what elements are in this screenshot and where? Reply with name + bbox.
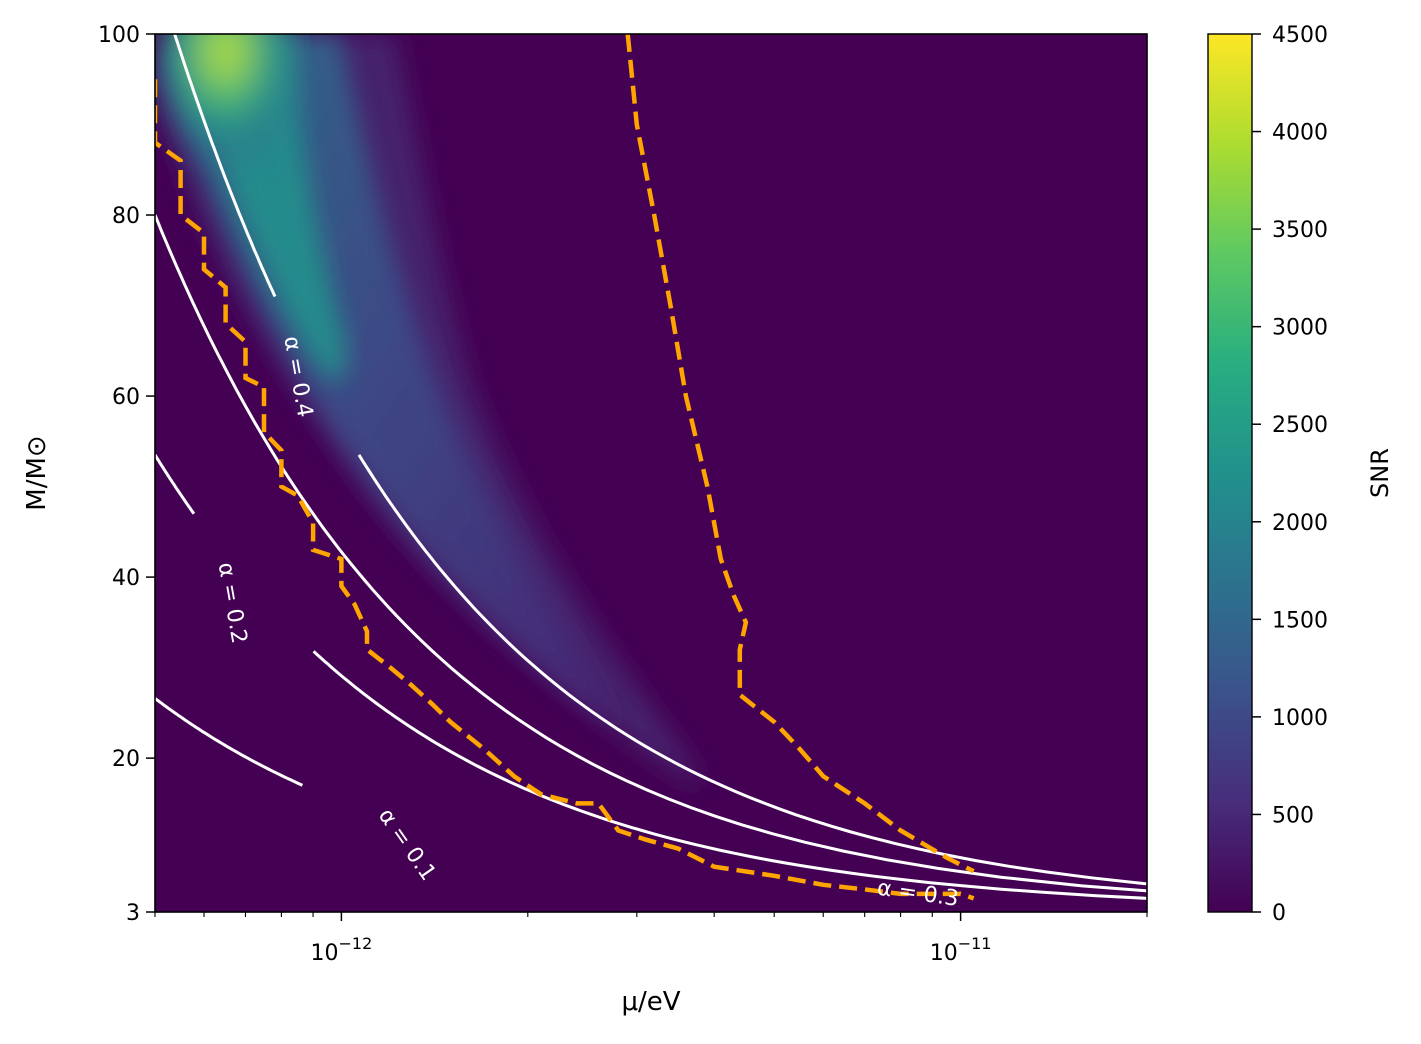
colorbar-gradient — [1208, 34, 1252, 912]
plot-area: α = 0.1α = 0.2α = 0.3α = 0.4 — [154, 33, 1148, 913]
colorbar-tick-label: 2000 — [1272, 511, 1328, 536]
colorbar-label: SNR — [1366, 448, 1394, 498]
alpha-contour — [155, 454, 196, 515]
colorbar-tick-label: 4500 — [1272, 23, 1328, 48]
colorbar-tick-label: 2500 — [1272, 413, 1328, 438]
x-tick-label: 10−11 — [930, 934, 992, 966]
y-tick-label: 80 — [112, 204, 140, 229]
y-axis: 3 20 40 60 80 100 — [98, 23, 155, 926]
snr-peak — [155, 34, 296, 163]
colorbar-frame — [1207, 33, 1253, 913]
plot-frame — [154, 33, 1148, 913]
alpha-contour — [173, 34, 277, 298]
threshold-contour-upper — [625, 34, 975, 874]
alpha-contour — [155, 214, 1147, 893]
colorbar: 0 500 1000 1500 2000 2500 3000 3500 4000 4500 SNR — [1207, 23, 1394, 926]
alpha-contour-lines — [155, 34, 1147, 900]
colorbar-tick-label: 3500 — [1272, 218, 1328, 243]
colorbar-tick-label: 3000 — [1272, 316, 1328, 341]
colorbar-tick-label: 1500 — [1272, 608, 1328, 633]
snr-field — [155, 34, 700, 790]
colorbar-tick-label: 0 — [1272, 901, 1286, 926]
alpha-contour — [312, 650, 1147, 900]
snr-threshold-contours — [155, 34, 975, 901]
y-tick-label: 60 — [112, 385, 140, 410]
x-axis-label: μ/eV — [621, 987, 680, 1017]
alpha-contour — [155, 697, 304, 787]
colorbar-ticks: 0 500 1000 1500 2000 2500 3000 3500 4000 4500 — [1252, 23, 1328, 926]
x-axis: 10−12 10−11 — [154, 912, 1148, 966]
y-tick-label: 100 — [98, 23, 140, 48]
colorbar-tick-label: 4000 — [1272, 121, 1328, 146]
y-tick-label: 20 — [112, 747, 140, 772]
x-tick-label: 10−12 — [311, 934, 373, 966]
threshold-contour-lower — [155, 79, 975, 901]
y-tick-label: 40 — [112, 566, 140, 591]
colorbar-tick-label: 1000 — [1272, 706, 1328, 731]
alpha-contour — [357, 454, 1147, 886]
y-tick-label: 3 — [126, 901, 140, 926]
y-axis-label: M/M⊙ — [22, 435, 52, 510]
colorbar-tick-label: 500 — [1272, 803, 1314, 828]
